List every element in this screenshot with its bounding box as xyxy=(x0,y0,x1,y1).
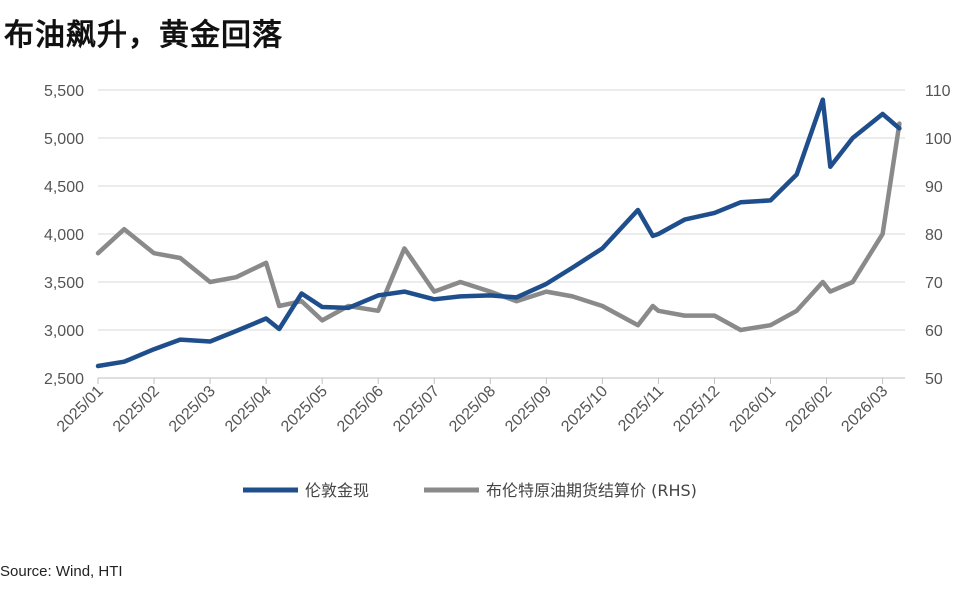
y-right-tick-label: 100 xyxy=(925,131,952,148)
x-tick-label: 2025/01 xyxy=(54,383,107,436)
x-tick-label: 2025/12 xyxy=(670,383,723,436)
y-left-tick-label: 2,500 xyxy=(44,371,84,388)
x-tick-label: 2025/02 xyxy=(110,383,163,436)
y-right-tick-label: 50 xyxy=(925,371,943,388)
y-right-tick-label: 70 xyxy=(925,275,943,292)
y-left-tick-label: 5,500 xyxy=(44,83,84,100)
x-tick-label: 2025/10 xyxy=(558,383,611,436)
y-left-tick-label: 5,000 xyxy=(44,131,84,148)
y-left-tick-label: 3,500 xyxy=(44,275,84,292)
x-tick-label: 2025/08 xyxy=(446,383,499,436)
x-tick-label: 2025/09 xyxy=(502,383,555,436)
x-tick-label: 2025/06 xyxy=(334,383,387,436)
y-left-tick-label: 3,000 xyxy=(44,323,84,340)
legend-label-gold: 伦敦金现 xyxy=(305,481,369,500)
y-right-tick-label: 60 xyxy=(925,323,943,340)
x-tick-label: 2026/03 xyxy=(838,383,891,436)
x-tick-label: 2025/11 xyxy=(615,383,667,435)
x-tick-label: 2026/02 xyxy=(782,383,835,436)
x-tick-label: 2025/07 xyxy=(390,383,443,436)
y-left-tick-label: 4,000 xyxy=(44,227,84,244)
y-right-tick-label: 80 xyxy=(925,227,943,244)
series-line-gold xyxy=(95,97,902,369)
chart-title: 布油飙升，黄金回落 xyxy=(4,18,283,53)
x-tick-label: 2025/03 xyxy=(166,383,219,436)
series-line-brent xyxy=(95,121,902,333)
x-tick-label: 2025/05 xyxy=(278,383,331,436)
y-right-tick-label: 110 xyxy=(925,83,951,100)
y-left-tick-label: 4,500 xyxy=(44,179,84,196)
x-tick-label: 2025/04 xyxy=(222,383,275,436)
source-note: Source: Wind, HTI xyxy=(0,563,123,580)
y-right-tick-label: 90 xyxy=(925,179,943,196)
x-tick-label: 2026/01 xyxy=(726,383,779,436)
legend-label-brent: 布伦特原油期货结算价 (RHS) xyxy=(486,481,697,500)
